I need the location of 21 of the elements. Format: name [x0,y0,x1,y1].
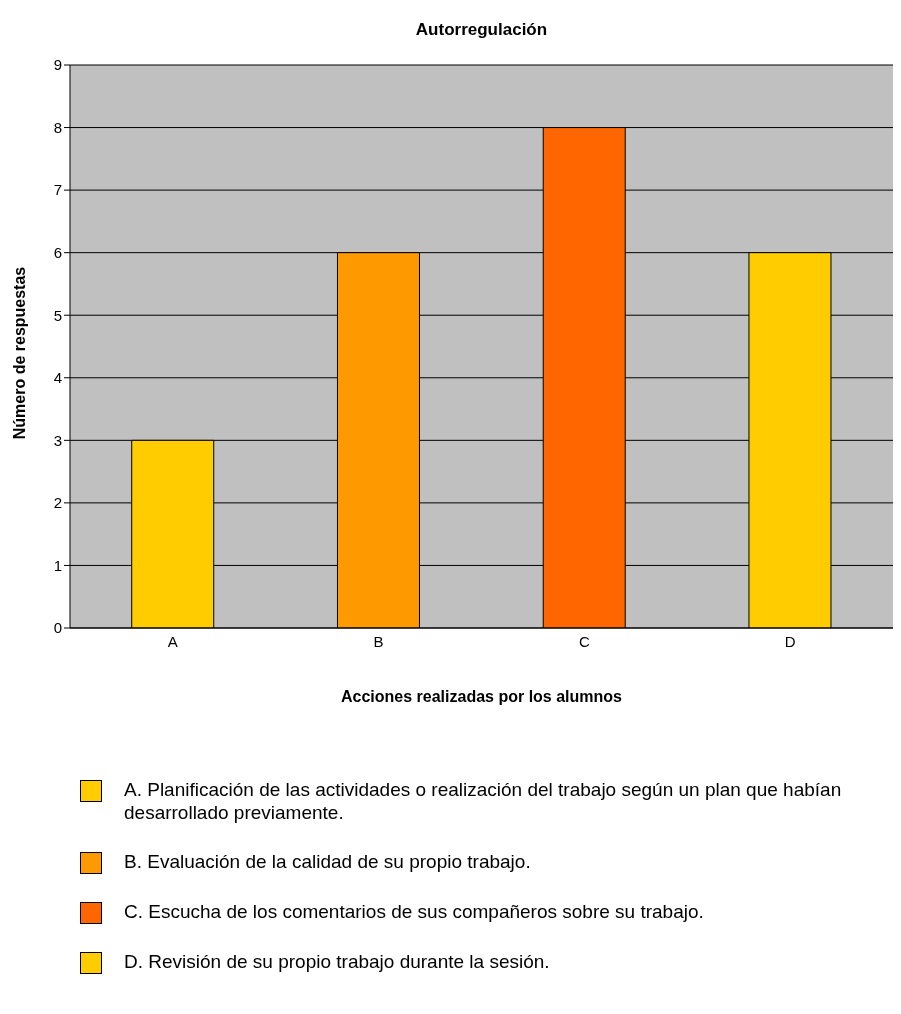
y-tick-label: 9 [53,56,62,74]
y-tick-label: 2 [53,494,62,512]
x-axis-title: Acciones realizadas por los alumnos [340,688,623,706]
y-tick-label: 1 [53,556,62,574]
x-tick-label: A [167,632,178,650]
y-tick-label: 4 [53,369,62,387]
y-tick-label: 5 [53,306,62,324]
x-tick-label: B [373,632,384,650]
x-tick-label: D [784,632,796,650]
x-tick-label: C [578,632,590,650]
y-tick-label: 6 [53,243,62,261]
legend-label: B. Evaluación de la calidad de su propio trabajo. [124,850,531,873]
chart-title: Autorregulación [414,20,549,40]
legend-label: C. Escucha de los comentarios de sus compañeros sobre su trabajo. [124,900,704,923]
y-tick-label: 7 [53,181,62,199]
y-axis-title: Número de respuestas [11,266,29,440]
y-tick-label: 3 [53,431,62,449]
legend-label: A. Planificación de las actividades o realización del trabajo según un plan que habían desarrollado previamente. [124,778,843,824]
legend-label: D. Revisión de su propio trabajo durante la sesión. [124,950,550,973]
y-tick-label: 0 [53,619,62,637]
y-tick-label: 8 [53,118,62,136]
